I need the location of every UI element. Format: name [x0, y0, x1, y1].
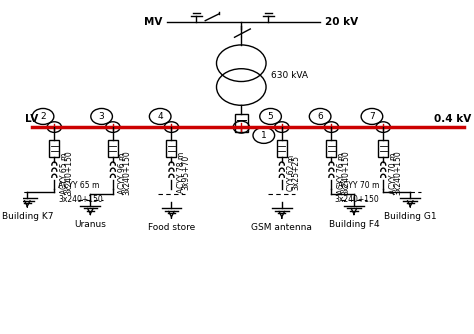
- Text: 6: 6: [317, 112, 323, 121]
- Text: 3x240+150: 3x240+150: [335, 195, 380, 204]
- Text: Building G1: Building G1: [384, 212, 437, 221]
- Bar: [108, 140, 118, 157]
- Bar: [166, 140, 176, 157]
- Text: ACYY 65 m: ACYY 65 m: [60, 152, 69, 193]
- Text: ACYY 78 m: ACYY 78 m: [177, 152, 186, 193]
- Text: 7: 7: [369, 112, 375, 121]
- Text: ACYY 70 m: ACYY 70 m: [338, 181, 380, 190]
- Bar: [235, 114, 247, 132]
- Text: 3x25+25: 3x25+25: [292, 155, 301, 190]
- Text: 630 kVA: 630 kVA: [271, 70, 308, 79]
- Bar: [378, 140, 388, 157]
- Text: GSM antenna: GSM antenna: [251, 223, 312, 232]
- Text: 3x240+150: 3x240+150: [64, 150, 73, 195]
- Bar: [327, 140, 337, 157]
- Text: Food store: Food store: [148, 223, 195, 232]
- Text: Uranus: Uranus: [74, 219, 106, 228]
- Text: 3x240+150: 3x240+150: [341, 150, 350, 195]
- Text: 3x240+150: 3x240+150: [123, 150, 132, 195]
- Text: 3x95+70: 3x95+70: [182, 155, 191, 190]
- Text: ACYY 70 m: ACYY 70 m: [389, 152, 398, 193]
- Text: Building F4: Building F4: [328, 219, 379, 228]
- Text: 4: 4: [157, 112, 163, 121]
- Text: 3x240+150: 3x240+150: [58, 195, 103, 204]
- Text: 0.4 kV: 0.4 kV: [434, 114, 471, 124]
- Text: LV: LV: [25, 114, 38, 124]
- Bar: [277, 140, 287, 157]
- Text: 3: 3: [99, 112, 104, 121]
- Text: 2: 2: [40, 112, 46, 121]
- Text: 3x240+150: 3x240+150: [393, 150, 402, 195]
- Text: 5: 5: [268, 112, 273, 121]
- Text: 1: 1: [261, 131, 267, 140]
- Text: CYY 62 m: CYY 62 m: [287, 155, 296, 191]
- Text: 20 kV: 20 kV: [325, 17, 358, 27]
- Bar: [49, 140, 59, 157]
- Text: Building K7: Building K7: [1, 212, 53, 221]
- Text: ACYY 76 m: ACYY 76 m: [337, 152, 346, 193]
- Text: ACYY 65 m: ACYY 65 m: [58, 181, 99, 190]
- Text: ACYY 96 m: ACYY 96 m: [118, 152, 128, 193]
- Text: MV: MV: [144, 17, 163, 27]
